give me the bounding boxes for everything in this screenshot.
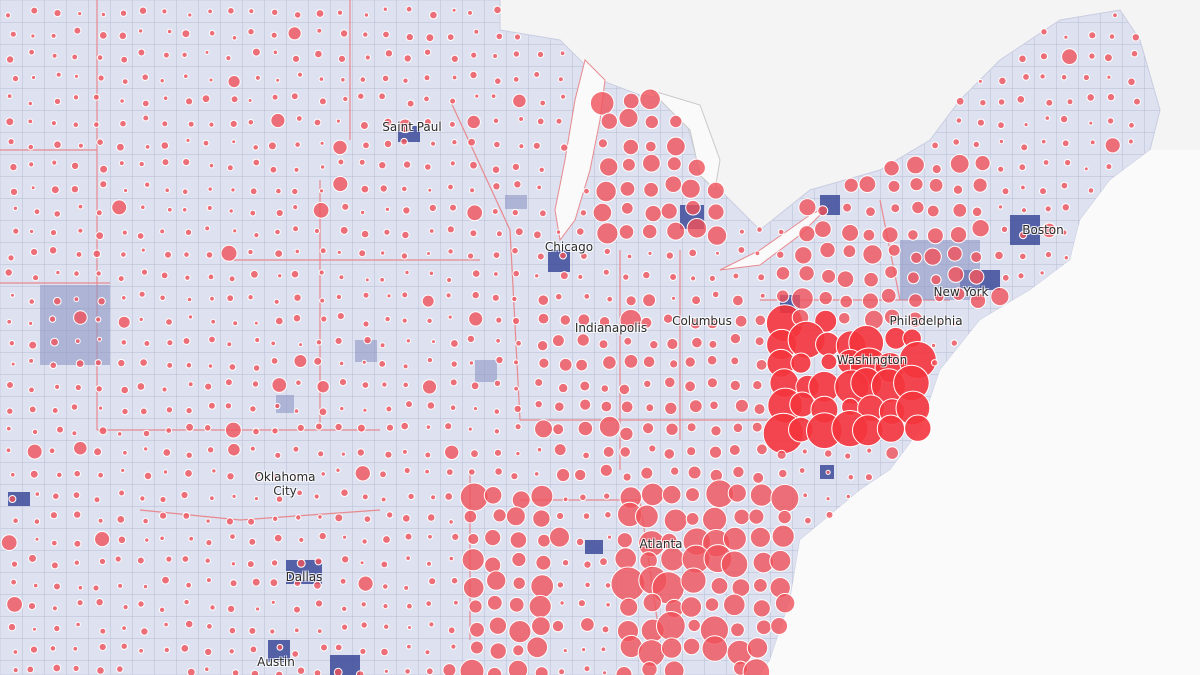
county-circles — [0, 5, 1141, 675]
city-label-atlanta: Atlanta — [639, 537, 683, 551]
atlantic-ocean — [760, 150, 1200, 675]
city-label-indianapolis: Indianapolis — [574, 321, 648, 335]
city-label-austin: Austin — [257, 655, 295, 669]
city-label-columbus: Columbus — [672, 314, 732, 328]
mid-counties — [40, 195, 980, 413]
city-label-philadelphia: Philadelphia — [889, 314, 963, 328]
city-label-dallas: Dallas — [285, 570, 323, 584]
city-label-new-york: New York — [933, 285, 989, 299]
city-label-oklahoma-city: Oklahoma City — [254, 470, 316, 498]
city-label-washington: Washington — [836, 353, 908, 367]
city-label-saint-paul: Saint Paul — [382, 120, 442, 134]
city-label-chicago: Chicago — [544, 240, 594, 254]
city-label-boston: Boston — [1022, 223, 1064, 237]
